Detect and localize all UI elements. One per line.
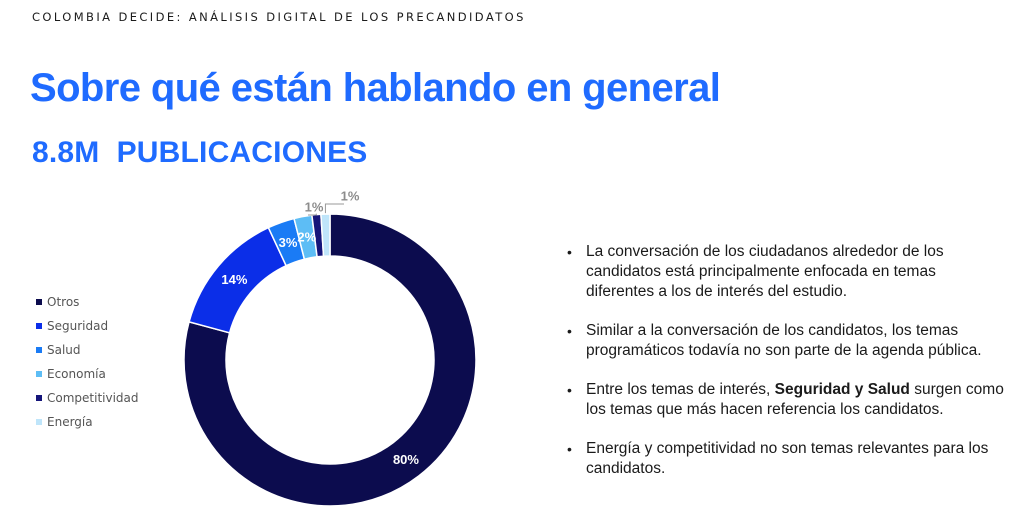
legend-swatch — [36, 395, 42, 401]
legend-label: Seguridad — [47, 319, 109, 333]
publications-count: 8.8M PUBLICACIONES — [32, 136, 368, 169]
legend-label: Economía — [47, 367, 106, 381]
donut-slice-energia — [320, 213, 331, 257]
legend-swatch — [36, 419, 42, 425]
highlight-text: Seguridad y Salud — [774, 381, 910, 398]
legend-swatch — [36, 323, 42, 329]
data-label-economia: 2% — [297, 230, 316, 245]
data-label-otros: 80% — [393, 452, 419, 467]
data-label-energia: 1% — [341, 189, 360, 204]
donut-slice-otros — [183, 213, 477, 507]
legend-item-energia: Energía — [36, 410, 139, 434]
insights-list: La conversación de los ciudadanos alrede… — [566, 242, 1006, 498]
data-label-seguridad: 14% — [221, 272, 247, 287]
legend-item-otros: Otros — [36, 290, 139, 314]
legend-label: Competitividad — [47, 391, 139, 405]
legend-swatch — [36, 347, 42, 353]
legend-label: Salud — [47, 343, 81, 357]
legend-swatch — [36, 299, 42, 305]
legend-item-seguridad: Seguridad — [36, 314, 139, 338]
legend-swatch — [36, 371, 42, 377]
insight-item: Similar a la conversación de los candida… — [566, 321, 1006, 361]
data-label-competitividad: 1% — [305, 200, 324, 215]
insight-item: La conversación de los ciudadanos alrede… — [566, 242, 1006, 302]
legend-item-competitividad: Competitividad — [36, 386, 139, 410]
legend-label: Otros — [47, 295, 80, 309]
insight-item: Energía y competitividad no son temas re… — [566, 439, 1006, 479]
legend-label: Energía — [47, 415, 93, 429]
leader-line-competitividad — [308, 213, 317, 216]
leader-line-energia — [324, 203, 344, 214]
insight-item: Entre los temas de interés, Seguridad y … — [566, 380, 1006, 420]
legend-item-salud: Salud — [36, 338, 139, 362]
report-kicker: COLOMBIA DECIDE: ANÁLISIS DIGITAL DE LOS… — [32, 10, 526, 24]
slide-title: Sobre qué están hablando en general — [30, 66, 721, 110]
chart-legend: Otros Seguridad Salud Economía Competiti… — [36, 290, 139, 434]
legend-item-economia: Economía — [36, 362, 139, 386]
data-label-salud: 3% — [279, 235, 298, 250]
